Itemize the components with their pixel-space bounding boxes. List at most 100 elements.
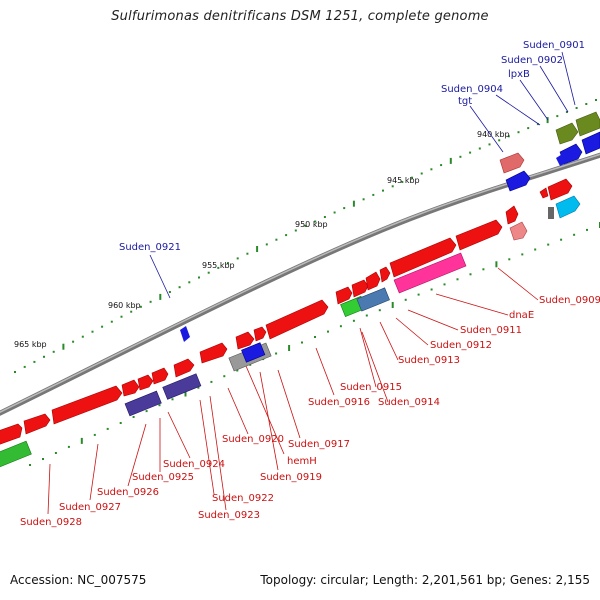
label-suden-0923[interactable]: Suden_0923: [198, 510, 260, 521]
label-suden-0914[interactable]: Suden_0914: [378, 397, 440, 408]
gene-0915-body[interactable]: [351, 279, 369, 298]
gene-0928-rev[interactable]: [0, 440, 32, 468]
gene-pink-marker[interactable]: [509, 221, 528, 241]
topology-text: Topology: circular; Length: 2,201,561 bp…: [260, 573, 590, 587]
label-dnaE[interactable]: dnaE: [509, 310, 534, 321]
gene-tgt-body[interactable]: [499, 152, 525, 174]
inner-tick-mark: [456, 278, 459, 281]
kbp-tick-mark: [304, 225, 307, 227]
inner-tick-mark: [508, 258, 511, 261]
gene-0916-body[interactable]: [335, 286, 353, 305]
label-suden-0924[interactable]: Suden_0924: [163, 459, 225, 470]
kbp-label-940: 940 kbp: [477, 130, 510, 139]
label-suden-0919[interactable]: Suden_0919: [260, 472, 322, 483]
gene-hemH-rev[interactable]: [241, 342, 266, 363]
label-suden-0921[interactable]: Suden_0921: [119, 242, 181, 253]
gene-0901-body[interactable]: [555, 122, 579, 145]
label-suden-0916[interactable]: Suden_0916: [308, 397, 370, 408]
kbp-tick-mark: [459, 155, 462, 158]
kbp-tick-mark: [411, 176, 413, 179]
gene-0913-body[interactable]: [379, 266, 391, 283]
inner-tick-mark: [534, 248, 537, 251]
gene-0902-body[interactable]: [581, 131, 600, 155]
kbp-tick-mark: [256, 246, 259, 252]
inner-tick-mark: [93, 433, 96, 436]
gene-0925-body[interactable]: [121, 379, 140, 397]
kbp-tick-mark: [294, 229, 297, 232]
label-lpxB[interactable]: lpxB: [508, 69, 530, 80]
leader-0917: [277, 369, 301, 439]
gene-0914-body[interactable]: [365, 271, 381, 291]
leader-0927: [89, 443, 99, 501]
kbp-tick-mark: [52, 350, 55, 353]
gene-0926-body[interactable]: [51, 385, 123, 425]
kbp-tick-mark: [14, 371, 16, 373]
leader-0901: [561, 51, 576, 106]
label-hemH[interactable]: hemH: [287, 456, 317, 467]
gene-0911-body[interactable]: [455, 219, 503, 251]
inner-tick-mark: [145, 410, 148, 413]
gene-0922-body[interactable]: [173, 358, 195, 378]
gene-0926-rev[interactable]: [124, 390, 162, 417]
label-suden-0928[interactable]: Suden_0928: [20, 517, 82, 528]
leader-0911: [407, 309, 459, 331]
label-suden-0901[interactable]: Suden_0901: [523, 40, 585, 51]
label-suden-0922[interactable]: Suden_0922: [212, 493, 274, 504]
gene-0904-body[interactable]: [505, 170, 531, 192]
gene-0927-body[interactable]: [23, 413, 51, 435]
forward-strand-genes: [0, 111, 600, 446]
label-suden-0904[interactable]: Suden_0904: [441, 84, 503, 95]
kbp-tick-mark: [343, 207, 346, 210]
label-suden-0926[interactable]: Suden_0926: [97, 487, 159, 498]
label-tgt[interactable]: tgt: [458, 96, 472, 107]
kbp-tick-mark: [517, 131, 520, 134]
gene-0924-rev[interactable]: [162, 373, 202, 400]
leader-0909: [497, 267, 539, 301]
label-suden-0917[interactable]: Suden_0917: [288, 439, 350, 450]
kbp-tick-mark: [62, 343, 65, 350]
gene-0914-rev[interactable]: [356, 287, 390, 312]
kbp-tick-mark: [149, 300, 152, 303]
kbp-tick-mark: [507, 135, 510, 138]
kbp-tick-mark: [430, 168, 433, 171]
gene-0921-marker[interactable]: [180, 326, 190, 342]
label-suden-0915[interactable]: Suden_0915: [340, 382, 402, 393]
label-suden-0913[interactable]: Suden_0913: [398, 355, 460, 366]
kbp-tick-mark: [420, 172, 423, 175]
label-suden-0925[interactable]: Suden_0925: [132, 472, 194, 483]
gene-0920-body[interactable]: [199, 342, 228, 364]
gene-0910-body[interactable]: [505, 205, 519, 225]
kbp-tick-mark: [401, 181, 404, 183]
gene-0918-body[interactable]: [253, 326, 267, 342]
gene-0908-body[interactable]: [539, 187, 549, 199]
gene-0919-body[interactable]: [235, 331, 255, 350]
gene-0900-body[interactable]: [575, 111, 600, 137]
gene-0928-body[interactable]: [0, 423, 23, 446]
gene-0923-body[interactable]: [151, 367, 169, 385]
kbp-tick-mark: [314, 220, 317, 223]
inner-tick-mark: [314, 336, 316, 338]
kbp-tick-mark: [556, 115, 559, 118]
gene-blue-small[interactable]: [556, 153, 566, 166]
label-suden-0909[interactable]: Suden_0909: [539, 295, 600, 306]
kbp-tick-mark: [139, 305, 142, 308]
label-suden-0911[interactable]: Suden_0911: [460, 325, 522, 336]
kbp-tick-mark: [198, 276, 200, 279]
label-suden-0912[interactable]: Suden_0912: [430, 340, 492, 351]
kbp-tick-mark: [43, 355, 45, 358]
kbp-tick-mark: [159, 293, 162, 300]
inner-tick-mark: [301, 341, 303, 344]
label-suden-0920[interactable]: Suden_0920: [222, 434, 284, 445]
kbp-tick-mark: [207, 271, 210, 274]
gene-0924-body[interactable]: [137, 374, 154, 391]
label-suden-0902[interactable]: Suden_0902: [501, 55, 563, 66]
gene-0912-body[interactable]: [389, 237, 457, 278]
gene-0917-body[interactable]: [265, 299, 329, 340]
label-suden-0927[interactable]: Suden_0927: [59, 502, 121, 513]
kbp-tick-mark: [333, 211, 336, 214]
gene-0903-body[interactable]: [555, 195, 581, 219]
gene-0909-rev[interactable]: [393, 252, 467, 294]
kbp-tick-mark: [382, 189, 384, 192]
gene-0909-body[interactable]: [547, 178, 573, 201]
leader-0921: [149, 254, 171, 299]
